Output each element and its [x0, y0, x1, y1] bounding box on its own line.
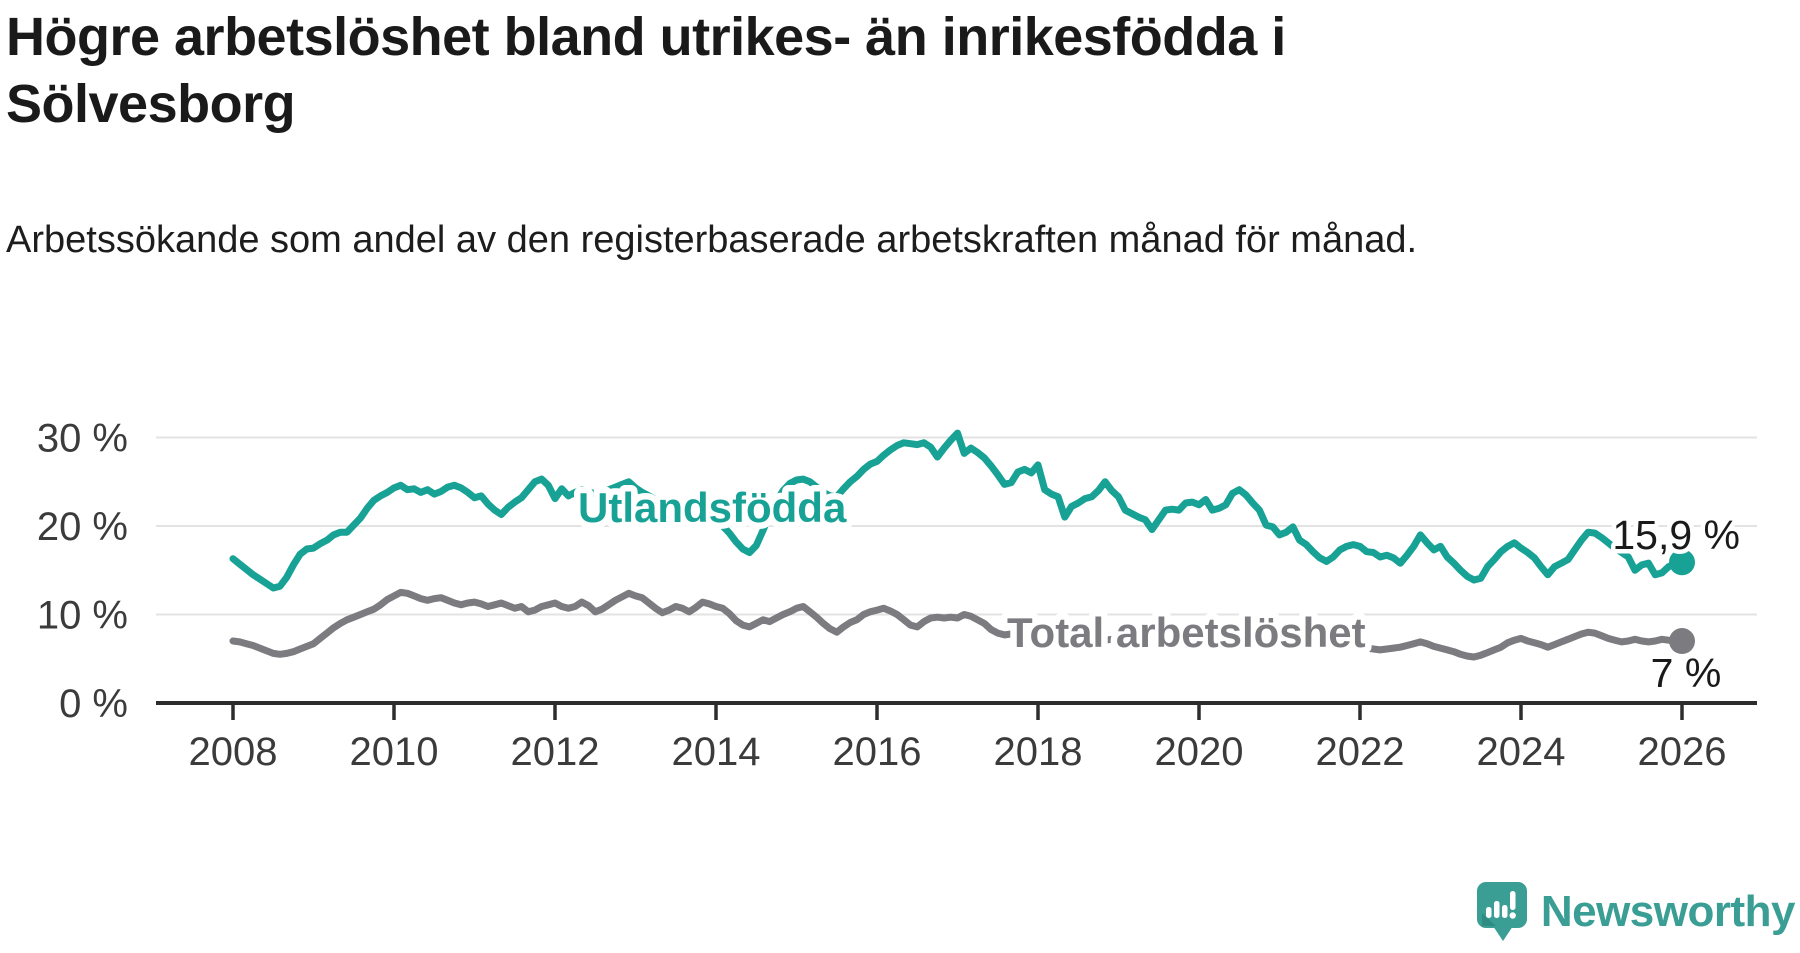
- y-tick-label-30: 30 %: [37, 417, 128, 461]
- end-value-label-total: 7 %: [1651, 650, 1722, 696]
- newsworthy-logo: Newsworthy: [1476, 882, 1796, 942]
- end-dot-total: [1669, 628, 1695, 655]
- x-tick-label-2020: 2020: [1155, 730, 1244, 774]
- logo-bar-1: [1485, 907, 1492, 918]
- newsworthy-logo-text: Newsworthy: [1540, 887, 1796, 936]
- y-tick-label-0: 0 %: [59, 682, 128, 726]
- x-tick-label-2018: 2018: [994, 730, 1083, 774]
- logo-bar-2: [1493, 901, 1500, 918]
- y-tick-label-10: 10 %: [37, 594, 128, 638]
- logo-exclamation-dot: [1509, 912, 1516, 919]
- series-label-total: Total arbetslöshet: [1007, 609, 1366, 656]
- speech-bubble-tail: [1492, 926, 1513, 941]
- x-tick-label-2010: 2010: [350, 730, 439, 774]
- x-tick-label-2024: 2024: [1477, 730, 1566, 774]
- x-tick-label-2026: 2026: [1638, 730, 1727, 774]
- series-line-total: [229, 588, 1686, 661]
- x-tick-label-2008: 2008: [189, 730, 278, 774]
- x-tick-label-2016: 2016: [833, 730, 922, 774]
- series-line-utlandsfodda: [229, 429, 1686, 592]
- end-dot-utlandsfodda: [1669, 549, 1695, 576]
- page-title: Högre arbetslöshet bland utrikes- än inr…: [6, 7, 1286, 134]
- logo-bar-3: [1501, 905, 1508, 918]
- x-tick-label-2014: 2014: [672, 730, 761, 774]
- speech-bubble-shade: [1481, 913, 1496, 926]
- y-tick-label-20: 20 %: [37, 505, 128, 549]
- x-tick-label-2012: 2012: [511, 730, 600, 774]
- series-label-utlandsfodda: Utlandsfödda: [578, 484, 847, 531]
- page-subtitle: Arbetssökande som andel av den registerb…: [6, 219, 1418, 261]
- end-value-label-utlandsfodda: 15,9 %: [1612, 512, 1740, 558]
- x-tick-label-2022: 2022: [1316, 730, 1405, 774]
- logo-exclamation-line: [1509, 891, 1516, 910]
- newsworthy-logo-icon: [1476, 882, 1527, 941]
